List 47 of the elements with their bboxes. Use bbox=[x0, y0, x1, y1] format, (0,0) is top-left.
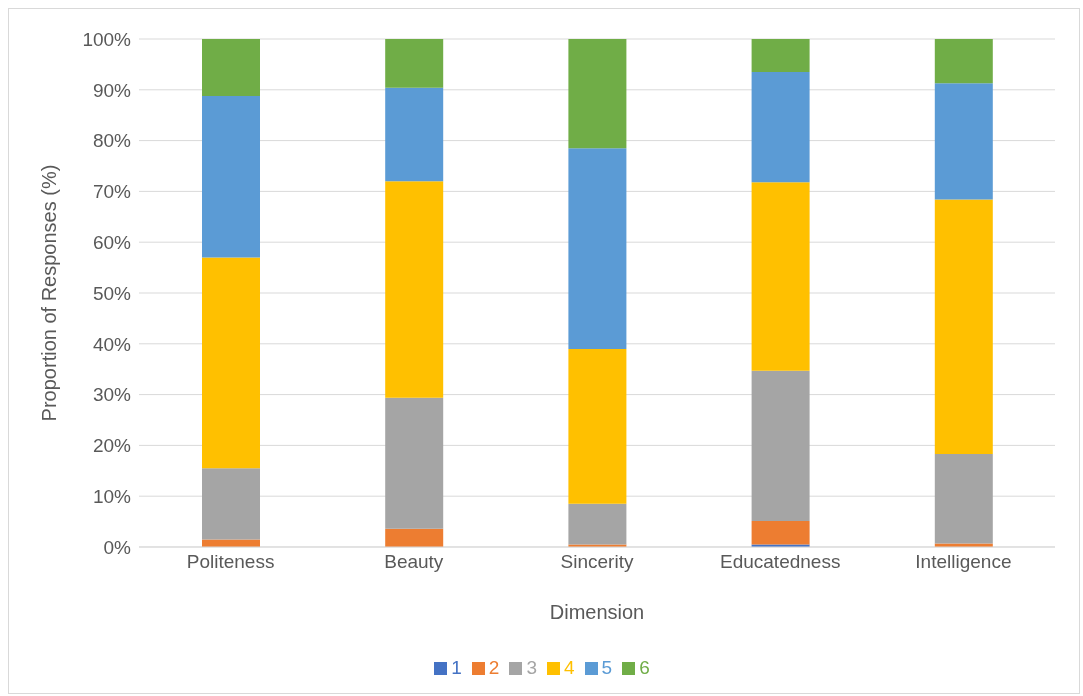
bar bbox=[568, 39, 627, 149]
y-tick-label: 80% bbox=[92, 130, 132, 152]
bar bbox=[751, 39, 810, 73]
x-tick-label: Beauty bbox=[384, 551, 444, 573]
legend-label: 5 bbox=[601, 657, 613, 678]
bar bbox=[202, 257, 260, 469]
bar bbox=[202, 95, 260, 258]
y-axis-title: Proportion of Responses (%) bbox=[38, 164, 61, 422]
x-tick-label: Sincerity bbox=[560, 551, 634, 573]
bar bbox=[751, 182, 810, 371]
x-axis-title: Dimension bbox=[549, 601, 645, 623]
bar bbox=[202, 39, 260, 96]
y-tick-label: 100% bbox=[82, 28, 132, 50]
legend-label: 6 bbox=[639, 657, 650, 678]
x-tick-label: Educatedness bbox=[719, 551, 841, 573]
y-tick-label: 20% bbox=[92, 435, 132, 457]
y-tick-label: 70% bbox=[92, 181, 132, 203]
bar bbox=[751, 521, 810, 545]
bar bbox=[202, 468, 260, 540]
bar bbox=[385, 87, 444, 182]
bar bbox=[751, 370, 810, 522]
y-tick-label: 40% bbox=[92, 333, 132, 355]
bar bbox=[751, 72, 810, 183]
y-tick-label: 0% bbox=[103, 536, 132, 558]
bar bbox=[934, 39, 993, 84]
y-tick-label: 60% bbox=[92, 231, 132, 253]
bar bbox=[202, 539, 260, 547]
y-tick-label: 30% bbox=[92, 384, 132, 406]
bar bbox=[385, 528, 444, 547]
legend-label: 2 bbox=[488, 657, 500, 678]
legend-label: 1 bbox=[451, 657, 462, 678]
bar bbox=[568, 348, 627, 504]
bar bbox=[568, 148, 627, 349]
bar bbox=[934, 83, 993, 200]
bar bbox=[385, 181, 444, 398]
legend-label: 4 bbox=[564, 657, 575, 678]
bar bbox=[568, 503, 627, 545]
x-tick-label: Politeness bbox=[186, 551, 275, 573]
bar bbox=[934, 454, 993, 544]
x-tick-label: Intelligence bbox=[915, 551, 1012, 573]
bar bbox=[934, 199, 993, 455]
y-tick-label: 90% bbox=[92, 79, 132, 101]
bar bbox=[385, 397, 444, 529]
y-tick-label: 10% bbox=[92, 485, 132, 507]
y-tick-label: 50% bbox=[92, 282, 132, 304]
bar bbox=[385, 39, 444, 88]
legend-label: 3 bbox=[526, 657, 537, 678]
